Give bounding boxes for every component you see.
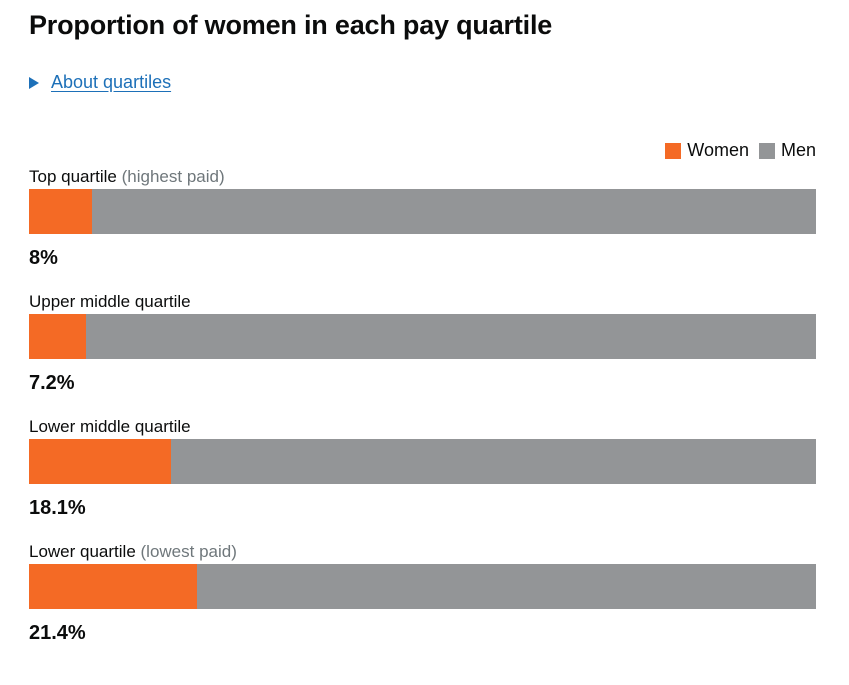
quartile-value: 18.1% bbox=[29, 497, 86, 519]
quartile-upper-middle: Upper middle quartile 7.2% bbox=[29, 290, 816, 395]
bar-men bbox=[29, 314, 816, 359]
about-quartiles-toggle[interactable]: About quartiles bbox=[29, 72, 171, 93]
bar-track bbox=[29, 314, 816, 359]
quartile-top: Top quartile (highest paid) 8% bbox=[29, 165, 816, 270]
bar-women bbox=[29, 439, 172, 484]
bar-track bbox=[29, 189, 816, 234]
quartile-label-main: Lower quartile bbox=[29, 542, 136, 561]
bar-track bbox=[29, 564, 816, 609]
quartile-lower: Lower quartile (lowest paid) 21.4% bbox=[29, 540, 816, 645]
legend-label-men: Men bbox=[780, 140, 816, 160]
bar-women bbox=[29, 314, 86, 359]
page-title: Proportion of women in each pay quartile bbox=[29, 10, 553, 40]
legend-item-women: Women bbox=[665, 140, 749, 161]
quartile-label: Top quartile (highest paid) bbox=[29, 165, 816, 189]
bar-women bbox=[29, 189, 92, 234]
chart-legend: Women Men bbox=[655, 140, 816, 161]
quartile-label-main: Top quartile bbox=[29, 167, 117, 186]
quartile-label-main: Lower middle quartile bbox=[29, 417, 191, 436]
bar-track bbox=[29, 439, 816, 484]
about-quartiles-link[interactable]: About quartiles bbox=[51, 72, 172, 92]
legend-item-men: Men bbox=[758, 140, 816, 161]
quartile-value: 8% bbox=[29, 247, 58, 269]
quartile-label: Lower quartile (lowest paid) bbox=[29, 540, 816, 564]
quartile-label-sub: (lowest paid) bbox=[140, 542, 237, 561]
quartile-label-main: Upper middle quartile bbox=[29, 292, 191, 311]
triangle-right-icon[interactable] bbox=[29, 76, 39, 89]
quartile-label-sub: (highest paid) bbox=[121, 167, 225, 186]
quartile-label: Upper middle quartile bbox=[29, 290, 816, 314]
quartile-value: 21.4% bbox=[29, 622, 86, 644]
legend-swatch-women bbox=[665, 142, 682, 159]
bar-men bbox=[29, 189, 816, 234]
legend-label-women: Women bbox=[687, 140, 749, 160]
quartile-lower-middle: Lower middle quartile 18.1% bbox=[29, 415, 816, 520]
bar-women bbox=[29, 564, 198, 609]
legend-swatch-men bbox=[758, 142, 775, 159]
quartile-label: Lower middle quartile bbox=[29, 415, 816, 439]
quartile-value: 7.2% bbox=[29, 372, 75, 394]
